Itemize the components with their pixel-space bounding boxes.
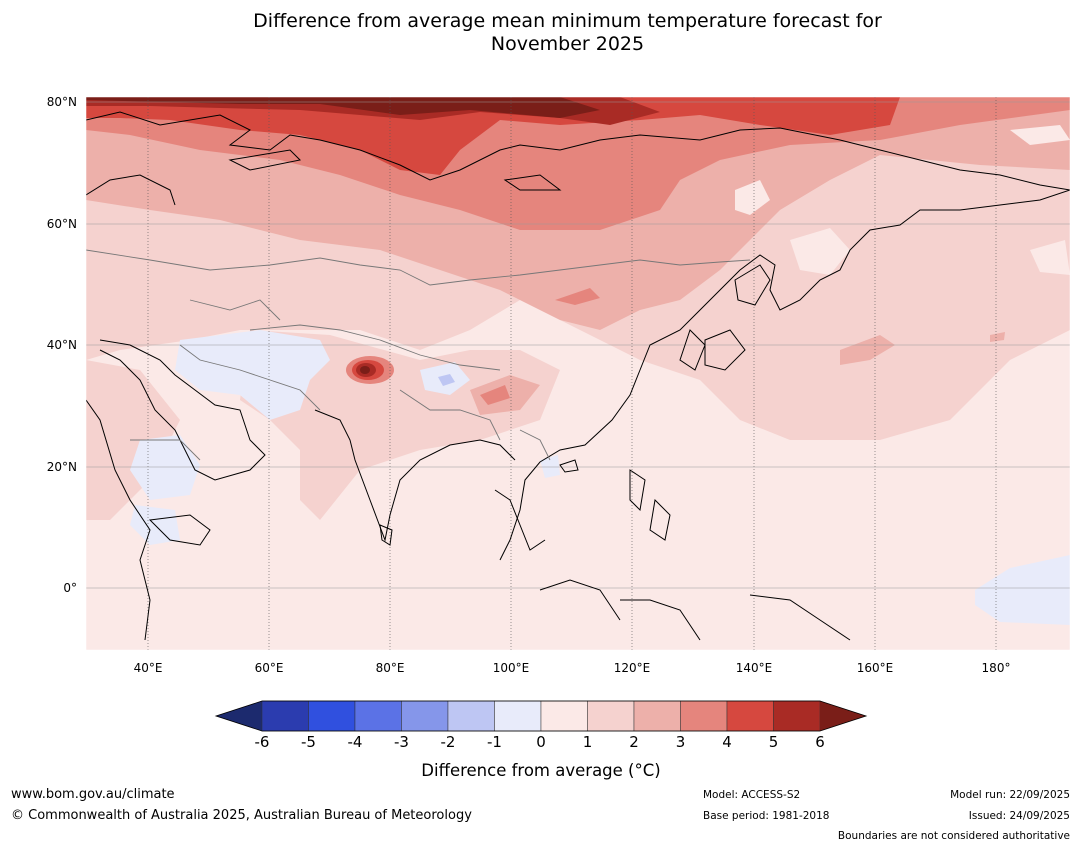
anomaly-low-warm-patches bbox=[735, 125, 1070, 275]
lat-label-0: 0° bbox=[63, 581, 77, 595]
colorbar-bin-4-to-5 bbox=[726, 700, 774, 732]
lat-label-80n: 80°N bbox=[47, 95, 77, 109]
latitude-labels: 80°N 60°N 40°N 20°N 0° bbox=[47, 95, 77, 595]
colorbar-title: Difference from average (°C) bbox=[421, 761, 661, 780]
anomaly-4-to-5-regions bbox=[86, 97, 900, 175]
colorbar-bin-1-to-2 bbox=[587, 700, 635, 732]
map-frame bbox=[85, 96, 1071, 651]
colorbar-bin--3-to--2 bbox=[401, 700, 449, 732]
colorbar-tick-label: -3 bbox=[394, 733, 409, 751]
lon-label-120e: 120°E bbox=[614, 661, 651, 675]
colorbar-tick-label: 2 bbox=[629, 733, 639, 751]
colorbar-bin-3-to-4 bbox=[680, 700, 728, 732]
colorbar-tick-label: 4 bbox=[722, 733, 732, 751]
colorbar-above-arrow bbox=[820, 701, 866, 731]
title-line-1: Difference from average mean minimum tem… bbox=[253, 10, 882, 32]
colorbar-tick-label: 3 bbox=[675, 733, 686, 751]
lat-label-60n: 60°N bbox=[47, 217, 77, 231]
longitude-gridlines bbox=[147, 97, 997, 650]
website-link[interactable]: www.bom.gov.au/climate bbox=[11, 787, 175, 802]
colorbar-bin--6-to--5 bbox=[261, 700, 309, 732]
colorbar-tick-label: 6 bbox=[815, 733, 825, 751]
lon-label-80e: 80°E bbox=[376, 661, 405, 675]
colorbar-tick-label: 5 bbox=[768, 733, 779, 751]
issued-text: Issued: 24/09/2025 bbox=[968, 810, 1070, 822]
colorbar-tick-label: -4 bbox=[347, 733, 363, 751]
lat-label-20n: 20°N bbox=[47, 460, 77, 474]
colorbar-tick-label: -2 bbox=[440, 733, 456, 751]
tibet-hotspot bbox=[346, 356, 394, 384]
lon-label-140e: 140°E bbox=[736, 661, 773, 675]
lon-label-60e: 60°E bbox=[255, 661, 284, 675]
title-line-2: November 2025 bbox=[490, 33, 645, 55]
colorbar bbox=[214, 700, 868, 732]
model-run-text: Model run: 22/09/2025 bbox=[950, 789, 1070, 801]
colorbar-tick-label: -1 bbox=[487, 733, 502, 751]
longitude-labels: 40°E 60°E 80°E 100°E 120°E 140°E 160°E 1… bbox=[134, 661, 1011, 675]
disclaimer-text: Boundaries are not considered authoritat… bbox=[837, 830, 1070, 842]
lat-label-40n: 40°N bbox=[47, 338, 77, 352]
colorbar-tick-label: 1 bbox=[582, 733, 593, 751]
country-borders bbox=[86, 249, 751, 461]
colorbar-bin-0-to-1 bbox=[540, 700, 588, 732]
lon-label-100e: 100°E bbox=[493, 661, 530, 675]
colorbar-bin--5-to--4 bbox=[308, 700, 356, 732]
colorbar-bin--4-to--3 bbox=[354, 700, 402, 732]
coastlines bbox=[86, 111, 1070, 641]
colorbar-tick-label: 0 bbox=[536, 733, 546, 751]
lon-label-160e: 160°E bbox=[857, 661, 894, 675]
latitude-gridlines bbox=[86, 101, 1070, 589]
colorbar-bin-5-to-6 bbox=[773, 700, 821, 732]
colorbar-tick-label: -5 bbox=[301, 733, 316, 751]
chart-title: Difference from average mean minimum tem… bbox=[0, 10, 1081, 56]
lon-label-180: 180° bbox=[982, 661, 1011, 675]
lon-label-40e: 40°E bbox=[134, 661, 163, 675]
model-text: Model: ACCESS-S2 bbox=[703, 789, 801, 801]
copyright-text: © Commonwealth of Australia 2025, Austra… bbox=[11, 808, 472, 823]
colorbar-below-arrow bbox=[216, 701, 262, 731]
colorbar-tick-label: -6 bbox=[254, 733, 270, 751]
colorbar-bin-2-to-3 bbox=[633, 700, 681, 732]
colorbar-outline bbox=[214, 700, 868, 732]
colorbar-bin--2-to--1 bbox=[447, 700, 495, 732]
colorbar-bins bbox=[261, 700, 821, 732]
base-period-text: Base period: 1981-2018 bbox=[703, 810, 830, 822]
colorbar-bin--1-to-0 bbox=[494, 700, 542, 732]
map-plot-area bbox=[86, 97, 1070, 650]
anomaly-minus-2-to-minus-1-region bbox=[438, 374, 455, 386]
